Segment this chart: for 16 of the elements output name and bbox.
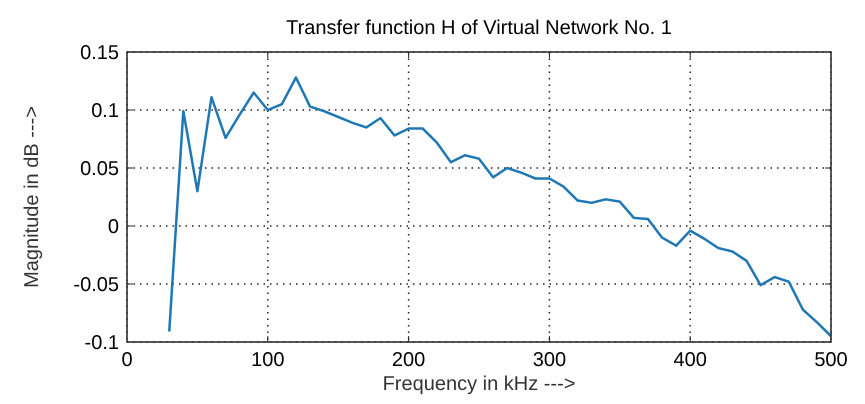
x-tick-label: 200	[392, 349, 426, 371]
y-tick-label: -0.1	[84, 332, 119, 354]
y-tick-label: 0.15	[80, 42, 119, 64]
y-tick-label: 0	[108, 216, 119, 238]
y-tick-label: -0.05	[73, 274, 119, 296]
x-tick-label: 100	[251, 349, 284, 371]
x-tick-label: 500	[814, 349, 848, 371]
x-tick-label: 300	[532, 349, 566, 371]
x-tick-label: 0	[121, 349, 133, 371]
x-tick-label: 400	[674, 349, 707, 371]
y-tick-label: 0.1	[91, 100, 119, 122]
chart-title: Transfer function H of Virtual Network No. 1	[286, 17, 672, 39]
x-axis-title: Frequency in kHz --->	[382, 373, 576, 395]
y-tick-label: 0.05	[80, 158, 119, 180]
line-series	[168, 76, 832, 338]
y-axis-title: Magnitude in dB --->	[21, 106, 43, 288]
